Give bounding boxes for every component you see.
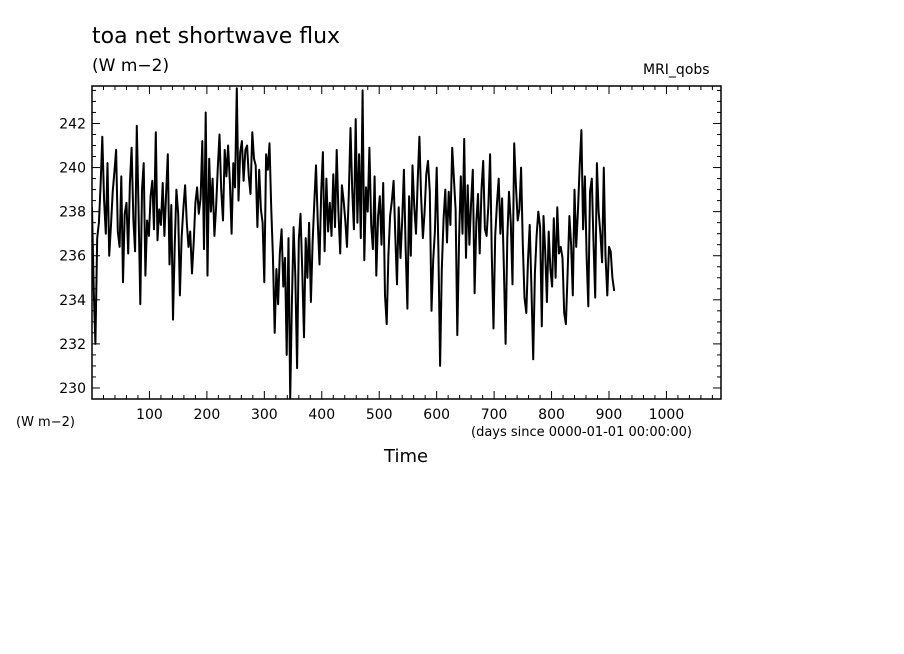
x-tick-label: 200 [194, 407, 221, 423]
y-tick-label: 234 [59, 293, 86, 309]
chart-source: MRI_qobs [643, 62, 710, 78]
plot-frame [91, 85, 722, 400]
y-tick-label: 236 [59, 249, 86, 265]
ticks-layer: 100 200 300 400 500 600 700 800 900 1000 230 232 234… [59, 86, 721, 423]
y-tick-label: 240 [59, 161, 86, 177]
chart-title: toa net shortwave flux [92, 24, 341, 49]
x-tick-label: 100 [136, 407, 163, 423]
x-tick-label: 800 [538, 407, 565, 423]
x-tick-label: 500 [366, 407, 393, 423]
x-tick-label: 300 [251, 407, 278, 423]
x-tick-label: 400 [308, 407, 335, 423]
series-line-0 [92, 87, 616, 399]
x-tick-label: 700 [481, 407, 508, 423]
x-tick-label: 1000 [649, 407, 685, 423]
y-tick-label: 238 [59, 205, 86, 221]
series-layer [92, 87, 616, 399]
y-axis-units: (W m−2) [16, 415, 75, 430]
x-axis-units: (days since 0000-01-01 00:00:00) [471, 425, 692, 440]
x-tick-label: 600 [423, 407, 450, 423]
y-tick-label: 242 [59, 116, 86, 132]
x-tick-label: 900 [596, 407, 623, 423]
x-axis-label: Time [384, 446, 429, 467]
chart-units: (W m−2) [92, 56, 170, 76]
y-tick-label: 232 [59, 337, 86, 353]
y-tick-label: 230 [59, 381, 86, 397]
